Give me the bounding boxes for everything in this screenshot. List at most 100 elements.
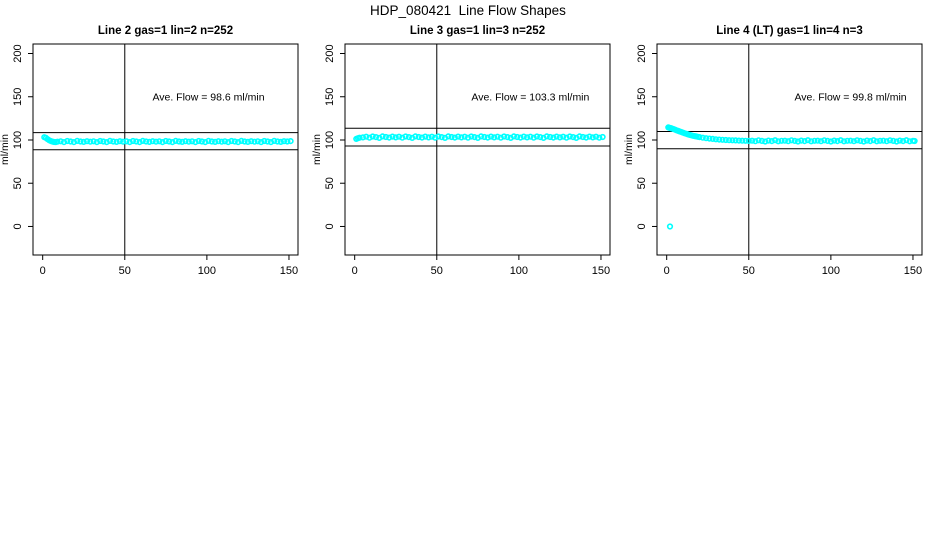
data-point [484,134,491,141]
data-point [366,134,373,141]
y-tick-label: 150 [636,88,648,106]
data-point [284,138,291,145]
y-tick-label: 150 [324,88,336,106]
data-point [699,134,706,141]
data-point [900,138,907,145]
data-point [599,133,606,141]
data-point [811,137,818,144]
data-point [123,138,130,145]
chart-panel-line4: Line 4 (LT) gas=1 lin=4 n=3 0 50 100 150 0 50 1… [624,25,923,277]
data-point [563,134,570,141]
data-point [431,134,439,141]
data-point [100,138,107,145]
x-tick-label: 150 [280,265,298,277]
data-point [395,133,403,140]
data-point [781,137,788,144]
data-point [202,139,209,146]
x-tick-label: 50 [431,265,443,277]
data-point [808,138,815,145]
data-point [113,138,120,145]
data-point [586,133,593,140]
data-point [570,134,577,141]
data-point [814,137,821,144]
data-point [225,139,232,146]
data-point [172,137,179,144]
data-point [159,139,166,146]
data-point [854,137,861,144]
data-point [136,139,143,146]
data-point [896,137,903,144]
data-point [169,139,176,146]
data-point [70,139,77,146]
data-point [77,138,84,145]
data-point [794,138,802,145]
y-tick-label: 50 [12,177,24,189]
chart-panel-line3: Line 3 gas=1 lin=3 n=252 0 50 100 150 0 50 100 1… [312,25,611,277]
data-points [665,124,918,230]
data-point [428,133,435,140]
data-point [195,137,202,145]
data-point [722,136,729,144]
y-axis-label: ml/min [312,134,323,165]
data-point [834,138,841,145]
data-point [537,134,544,141]
data-point [356,134,363,141]
data-point [372,134,380,141]
data-point [248,138,255,145]
data-point [520,133,527,140]
y-axis: 0 50 100 150 200 [12,44,33,230]
data-point [464,134,472,141]
data-point [215,138,222,145]
data-point [788,137,795,144]
data-point [277,138,284,145]
data-point [287,138,294,145]
data-point [189,138,196,145]
data-point [359,134,367,141]
data-point [254,138,261,145]
data-point [152,138,160,145]
data-point [90,138,97,145]
data-point [97,137,104,145]
data-point [543,133,550,140]
data-point [399,134,406,141]
data-point [80,138,87,145]
data-point [847,137,854,144]
panel-title: Line 2 gas=1 lin=2 n=252 [98,25,233,37]
data-point [576,133,583,140]
main-title: HDP_080421 Line Flow Shapes [370,3,566,18]
panel-title: Line 3 gas=1 lin=3 n=252 [410,25,545,37]
data-point [739,137,746,144]
data-point [666,223,674,230]
data-point [556,134,563,141]
data-point [752,138,759,145]
panel-title: Line 4 (LT) gas=1 lin=4 n=3 [716,25,862,37]
data-point [87,138,94,145]
data-point [903,137,910,144]
data-point [719,136,726,143]
data-point [778,137,785,144]
data-point [706,135,713,142]
data-point [867,138,874,145]
x-axis: 0 50 100 150 [40,255,298,277]
data-point [166,138,173,145]
data-point [386,134,393,141]
data-point [185,138,192,145]
data-point [821,137,828,144]
data-point [533,133,540,140]
data-point [192,139,199,146]
y-tick-label: 50 [636,177,648,189]
data-point [883,138,890,145]
data-point [735,137,742,144]
data-point [745,137,752,144]
plot-box [344,43,611,256]
data-point [566,133,573,140]
data-point [696,134,703,141]
data-point [837,137,844,144]
data-point [389,133,396,140]
data-point [560,133,567,140]
data-point [709,135,716,142]
data-point [143,138,150,145]
data-point [74,137,81,144]
data-point [235,139,242,146]
x-tick-label: 100 [822,265,840,277]
